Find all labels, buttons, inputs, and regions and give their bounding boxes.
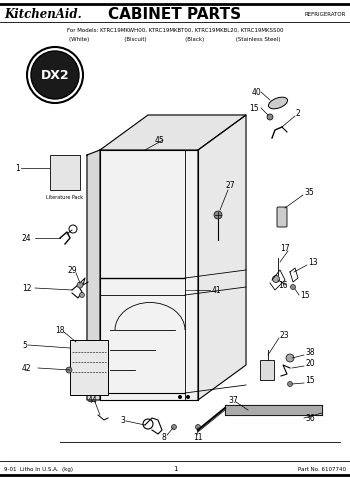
Text: 24: 24 xyxy=(22,233,32,242)
Text: DX2: DX2 xyxy=(41,69,69,82)
Text: 11: 11 xyxy=(193,432,203,441)
Circle shape xyxy=(290,284,295,289)
Text: 3: 3 xyxy=(120,415,125,425)
Text: 44: 44 xyxy=(88,396,98,404)
Circle shape xyxy=(186,395,190,399)
Text: 1: 1 xyxy=(15,164,20,172)
Text: 9-01  Litho In U.S.A.  (kg): 9-01 Litho In U.S.A. (kg) xyxy=(4,467,73,471)
Text: 16: 16 xyxy=(278,281,288,289)
Text: 45: 45 xyxy=(155,136,165,144)
Text: REFRIGERATOR: REFRIGERATOR xyxy=(304,12,346,16)
Text: KitchenAid.: KitchenAid. xyxy=(4,8,82,20)
Text: 27: 27 xyxy=(225,181,235,189)
Text: For Models: KTRC19MKWH00, KTRC19MKBT00, KTRC19MKBL20, KTRC19MKSS00: For Models: KTRC19MKWH00, KTRC19MKBT00, … xyxy=(67,28,283,32)
Circle shape xyxy=(79,293,84,298)
FancyBboxPatch shape xyxy=(277,207,287,227)
Text: 1: 1 xyxy=(173,466,177,472)
Circle shape xyxy=(287,382,293,386)
Circle shape xyxy=(66,367,72,373)
Bar xyxy=(70,340,108,395)
Text: 20: 20 xyxy=(305,358,315,368)
Text: 5: 5 xyxy=(22,341,27,350)
Text: 15: 15 xyxy=(300,290,310,299)
Text: 35: 35 xyxy=(304,187,314,197)
Text: (White)                    (Biscuit)                      (Black)               : (White) (Biscuit) (Black) xyxy=(69,37,281,42)
Text: 38: 38 xyxy=(305,347,315,356)
Bar xyxy=(260,360,274,380)
Text: 12: 12 xyxy=(22,284,32,293)
Text: CABINET PARTS: CABINET PARTS xyxy=(108,6,241,22)
Circle shape xyxy=(178,395,182,399)
Text: 8: 8 xyxy=(162,432,167,441)
Text: 18: 18 xyxy=(55,326,64,335)
Circle shape xyxy=(214,211,222,219)
Text: 13: 13 xyxy=(308,257,318,267)
Ellipse shape xyxy=(268,97,288,109)
Circle shape xyxy=(172,425,176,429)
Circle shape xyxy=(77,282,83,288)
Polygon shape xyxy=(100,115,246,150)
Text: 41: 41 xyxy=(212,285,222,295)
Text: 36: 36 xyxy=(305,413,315,423)
Text: Literature Pack: Literature Pack xyxy=(47,195,84,200)
Polygon shape xyxy=(87,150,100,400)
Text: Part No. 6107740: Part No. 6107740 xyxy=(298,467,346,471)
Text: 15: 15 xyxy=(249,103,259,113)
Text: 2: 2 xyxy=(296,109,301,117)
Text: 23: 23 xyxy=(280,330,290,340)
Text: 29: 29 xyxy=(68,266,78,274)
Text: 42: 42 xyxy=(22,364,32,372)
Text: 17: 17 xyxy=(280,243,290,253)
Circle shape xyxy=(31,51,79,99)
Bar xyxy=(50,155,80,190)
Text: 40: 40 xyxy=(252,87,262,97)
Circle shape xyxy=(273,275,280,283)
Circle shape xyxy=(196,425,201,429)
Text: 37: 37 xyxy=(228,396,238,404)
Circle shape xyxy=(267,114,273,120)
Text: 15: 15 xyxy=(305,375,315,384)
Polygon shape xyxy=(100,150,198,400)
Circle shape xyxy=(286,354,294,362)
Polygon shape xyxy=(198,115,246,400)
